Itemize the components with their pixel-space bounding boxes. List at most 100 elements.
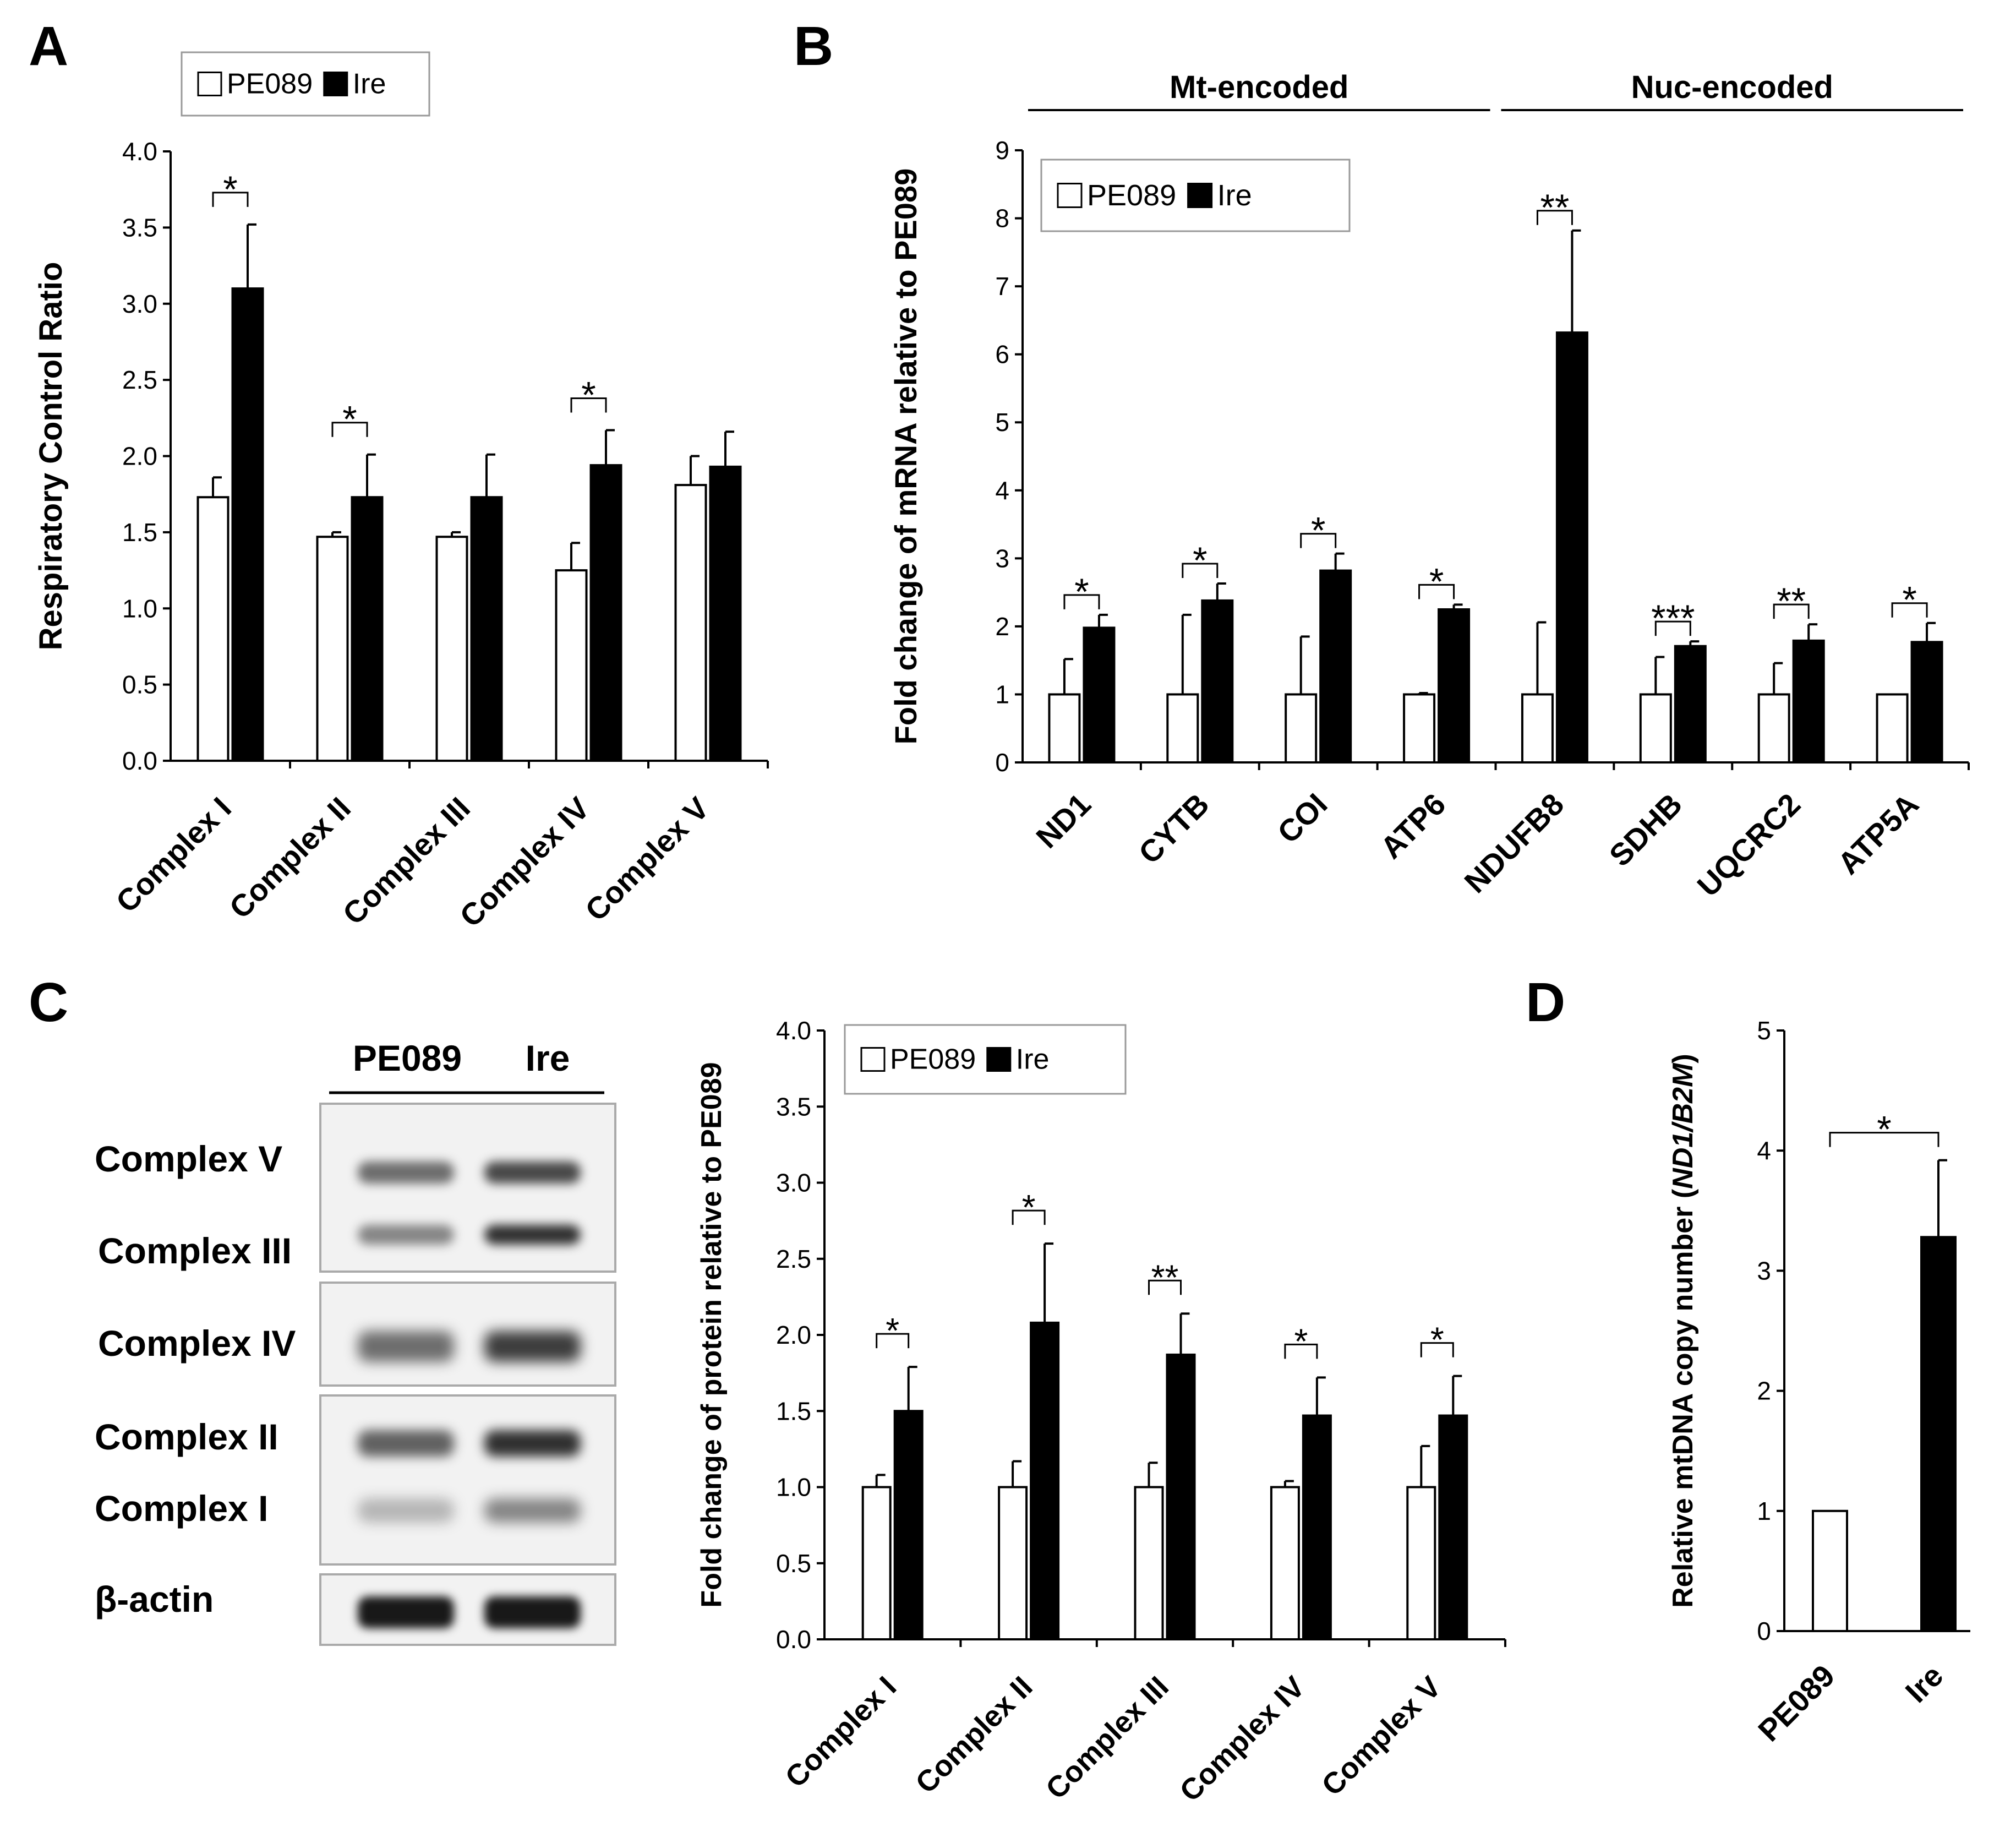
bar-pe089	[1285, 693, 1318, 764]
chart-legend: PE089 Ire	[1040, 159, 1351, 232]
legend-swatch-ire	[323, 72, 348, 96]
x-tick-label: Complex I	[779, 1670, 903, 1794]
bar-ire	[709, 465, 742, 762]
panel-label-b: B	[794, 15, 833, 77]
bracket-line	[1012, 1209, 1046, 1225]
significance-bracket: *	[1284, 1321, 1318, 1361]
y-tick-label: 4	[995, 476, 1009, 505]
blot-band	[484, 1225, 581, 1245]
legend-label-ire: Ire	[1217, 179, 1252, 212]
bar-pe089	[998, 1486, 1028, 1640]
x-tick-label: ND1	[1029, 787, 1097, 855]
legend-label-pe089: PE089	[1087, 179, 1176, 212]
bar-ire	[231, 287, 264, 762]
bar-pe089	[316, 536, 349, 762]
significance-stars: ***	[1651, 597, 1695, 639]
bar-pe089	[1521, 693, 1554, 764]
y-tick-label: 7	[995, 272, 1009, 301]
bracket-line	[1654, 620, 1691, 636]
group-header: Mt-encoded	[1028, 69, 1490, 111]
x-tick-label: Complex V	[578, 790, 715, 928]
chart-legend: PE089 Ire	[844, 1024, 1127, 1095]
y-tick-label: 6	[995, 340, 1009, 369]
x-tick-label: Complex I	[109, 790, 238, 919]
significance-stars: *	[1022, 1187, 1036, 1227]
y-tick-label: 3.5	[122, 213, 157, 242]
x-tick-label: Complex IV	[1173, 1670, 1311, 1808]
y-axis-title-italic: ND1/B2M	[1667, 1062, 1699, 1189]
significance-stars: *	[1877, 1109, 1891, 1150]
bar-ire	[1030, 1321, 1060, 1640]
chart-panel-c: 0.0 0.5 1.0 1.5 2.0 2.5 3.0 3.5 4.0 Fold change o…	[696, 1016, 1506, 1808]
bracket-line	[1536, 210, 1573, 225]
significance-stars: **	[1151, 1257, 1179, 1297]
bracket-line	[1284, 1343, 1318, 1359]
y-axis-title: Respiratory Control Ratio	[33, 262, 69, 651]
bracket-line	[1773, 603, 1810, 619]
legend-swatch-ire	[1187, 183, 1213, 208]
legend-swatch-ire	[986, 1047, 1012, 1072]
legend-label-ire: Ire	[353, 68, 386, 100]
bar-pe089	[1134, 1486, 1164, 1640]
blot-band	[484, 1498, 581, 1523]
bar-pe089	[1812, 1509, 1848, 1633]
blot-band	[484, 1331, 581, 1362]
x-tick-label: Complex V	[1315, 1670, 1447, 1802]
legend-box	[181, 51, 430, 117]
bracket-line	[331, 422, 368, 437]
blot-row-label: Complex I	[95, 1488, 268, 1529]
y-tick-label: 1.0	[122, 594, 157, 623]
x-tick-label: SDHB	[1603, 787, 1689, 873]
blot-band	[358, 1430, 454, 1457]
blot-row-label: Complex V	[95, 1138, 282, 1179]
significance-bracket: **	[1148, 1257, 1182, 1297]
x-tick-label: Complex II	[909, 1670, 1039, 1800]
bar-ire	[893, 1410, 924, 1640]
y-tick-label: 9	[995, 136, 1009, 165]
y-axis-title: Fold change of mRNA relative to PE089	[888, 168, 923, 745]
bar-pe089	[1403, 693, 1436, 764]
significance-bracket: **	[1773, 580, 1810, 622]
bar-ire	[351, 496, 384, 762]
bar-pe089	[674, 484, 707, 762]
bar-ire	[1792, 639, 1825, 764]
significance-stars: *	[581, 374, 595, 416]
y-tick-label: 2.5	[776, 1245, 811, 1273]
significance-stars: *	[1311, 510, 1325, 552]
significance-bracket: *	[1300, 510, 1337, 552]
y-axis-title-prefix: Relative mtDNA copy number (	[1667, 1188, 1699, 1608]
bar-pe089	[1406, 1486, 1436, 1640]
legend-swatch-pe089	[860, 1047, 886, 1072]
x-tick-label: ATP6	[1374, 787, 1452, 865]
y-tick-label: 1.5	[122, 518, 157, 547]
bar-pe089	[1270, 1486, 1300, 1640]
y-tick-label: 3	[1757, 1256, 1771, 1285]
y-tick-label: 2.0	[776, 1321, 811, 1349]
y-axis-title-suffix: )	[1667, 1054, 1699, 1063]
significance-bracket: ***	[1651, 597, 1695, 639]
y-tick-label: 0.5	[776, 1549, 811, 1578]
panel-label-d: D	[1526, 972, 1565, 1033]
significance-stars: **	[1777, 580, 1806, 622]
blot-lane-label: Ire	[526, 1038, 570, 1078]
y-tick-label: 4.0	[776, 1016, 811, 1045]
blot-membrane	[319, 1103, 616, 1273]
bar-ire	[1674, 645, 1707, 764]
y-axis-title: Fold change of protein relative to PE089	[696, 1062, 728, 1607]
western-blot: PE089 Ire Complex V Complex III Complex IV Co…	[95, 1038, 616, 1646]
blot-band	[358, 1225, 454, 1245]
y-tick-label: 0	[1757, 1617, 1771, 1645]
y-tick-label: 3.0	[122, 290, 157, 318]
x-tick-label: Complex IV	[453, 790, 596, 934]
bar-pe089	[1048, 693, 1081, 764]
significance-bracket: **	[1536, 187, 1573, 228]
significance-bracket: *	[1063, 571, 1100, 613]
significance-stars: *	[1430, 1320, 1444, 1360]
x-tick-label: CYTB	[1132, 787, 1215, 870]
x-tick-label: NDUFB8	[1457, 787, 1570, 899]
y-tick-label: 5	[1757, 1016, 1771, 1045]
significance-bracket: *	[331, 399, 368, 440]
x-tick-label: PE089	[1751, 1658, 1841, 1748]
group-label: Nuc-encoded	[1631, 69, 1833, 105]
